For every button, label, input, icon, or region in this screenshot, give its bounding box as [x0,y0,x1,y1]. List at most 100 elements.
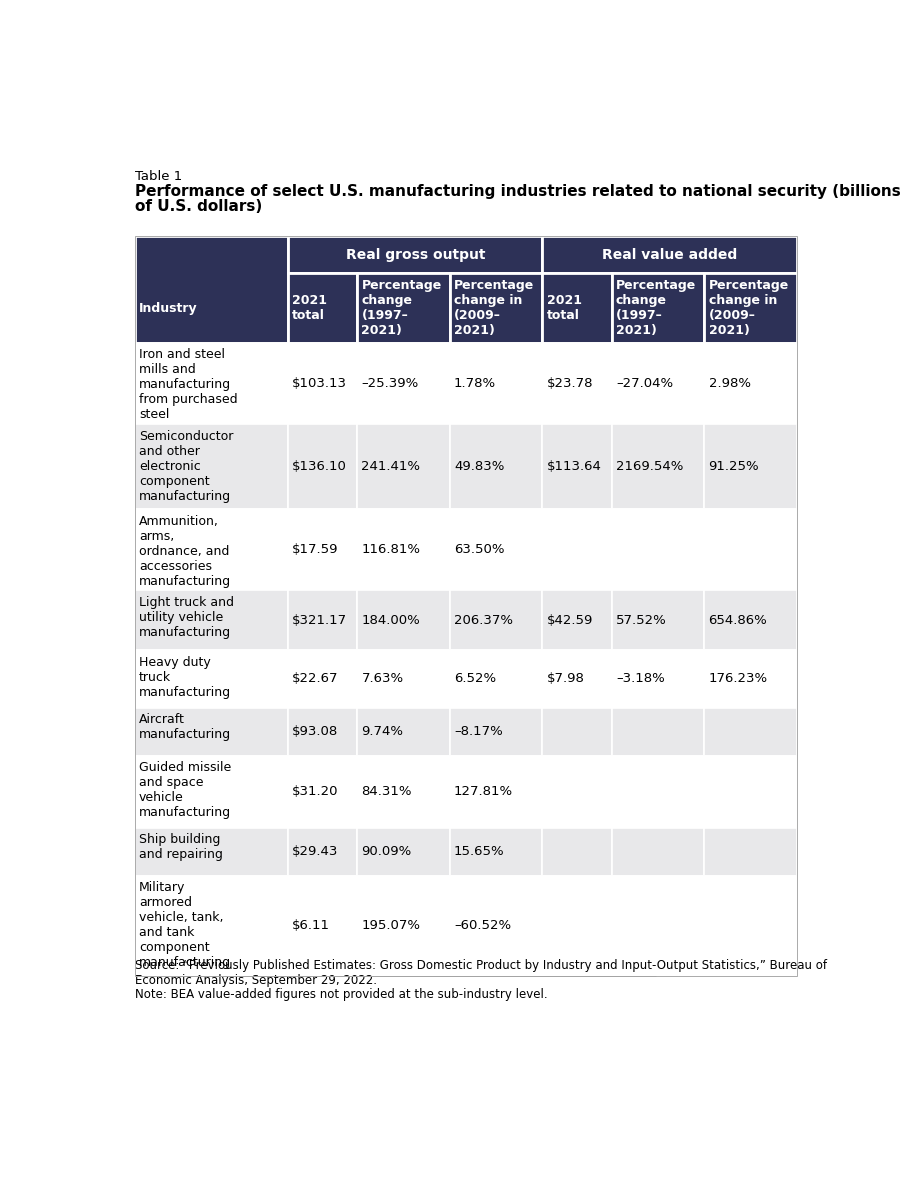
Bar [612,828,704,876]
Bar [543,590,612,650]
Text: $31.20: $31.20 [292,785,339,798]
Text: Table 1: Table 1 [135,170,182,182]
Bar [612,756,704,828]
Bar [450,509,543,590]
Bar [135,650,288,708]
Bar [288,828,357,876]
Bar [612,650,704,708]
Bar [450,876,543,976]
Bar [543,343,612,424]
Bar [357,274,450,343]
Bar [135,236,797,976]
Text: –25.39%: –25.39% [362,377,419,390]
Text: Performance of select U.S. manufacturing industries related to national security: Performance of select U.S. manufacturing… [135,184,901,199]
Text: Semiconductor
and other
electronic
component
manufacturing: Semiconductor and other electronic compo… [139,430,234,503]
Text: $113.64: $113.64 [546,460,602,473]
Bar [704,828,797,876]
Bar [135,756,288,828]
Text: $29.43: $29.43 [292,845,339,858]
Text: 116.81%: 116.81% [362,544,420,556]
Text: 127.81%: 127.81% [454,785,514,798]
Bar [543,708,612,756]
Bar [288,876,357,976]
Bar [450,424,543,509]
Text: 91.25%: 91.25% [708,460,759,473]
Text: 654.86%: 654.86% [708,614,767,626]
Bar [288,650,357,708]
Text: $136.10: $136.10 [292,460,347,473]
Text: Ammunition,
arms,
ordnance, and
accessories
manufacturing: Ammunition, arms, ordnance, and accessor… [139,515,231,588]
Text: –3.18%: –3.18% [616,672,664,685]
Text: Percentage
change
(1997–
2021): Percentage change (1997– 2021) [616,280,696,337]
Bar [357,424,450,509]
Bar [612,274,704,343]
Bar [612,343,704,424]
Bar [135,828,288,876]
Bar [357,876,450,976]
Bar [135,590,288,650]
Text: $42.59: $42.59 [546,614,593,626]
Text: Industry: Industry [139,301,197,314]
Bar [450,274,543,343]
Bar [135,708,288,756]
Text: 184.00%: 184.00% [362,614,420,626]
Text: $93.08: $93.08 [292,725,338,738]
Text: 2169.54%: 2169.54% [616,460,684,473]
Text: 15.65%: 15.65% [454,845,504,858]
Text: 49.83%: 49.83% [454,460,504,473]
Text: 2.98%: 2.98% [708,377,751,390]
Bar [357,708,450,756]
Text: 7.63%: 7.63% [362,672,404,685]
Text: –8.17%: –8.17% [454,725,503,738]
Bar [135,509,288,590]
Text: Heavy duty
truck
manufacturing: Heavy duty truck manufacturing [139,656,231,698]
Text: Guided missile
and space
vehicle
manufacturing: Guided missile and space vehicle manufac… [139,761,231,820]
Text: $103.13: $103.13 [292,377,347,390]
Bar [543,876,612,976]
Text: 195.07%: 195.07% [362,919,420,932]
Bar [450,650,543,708]
Text: 176.23%: 176.23% [708,672,768,685]
Text: Light truck and
utility vehicle
manufacturing: Light truck and utility vehicle manufact… [139,596,234,638]
Bar [135,343,288,424]
Bar [612,509,704,590]
Text: Note: BEA value-added figures not provided at the sub-industry level.: Note: BEA value-added figures not provid… [135,989,547,1002]
Bar [450,756,543,828]
Text: Source: “Previously Published Estimates: Gross Domestic Product by Industry and : Source: “Previously Published Estimates:… [135,959,827,972]
Bar [543,424,612,509]
Text: $6.11: $6.11 [292,919,330,932]
Bar [288,343,357,424]
Text: Percentage
change in
(2009–
2021): Percentage change in (2009– 2021) [708,280,789,337]
Text: Aircraft
manufacturing: Aircraft manufacturing [139,713,231,742]
Bar [704,343,797,424]
Text: $17.59: $17.59 [292,544,339,556]
Bar [704,424,797,509]
Text: 9.74%: 9.74% [362,725,404,738]
Bar [543,274,612,343]
Bar [450,343,543,424]
Bar [704,650,797,708]
Text: –60.52%: –60.52% [454,919,511,932]
Bar [357,650,450,708]
Text: Military
armored
vehicle, tank,
and tank
component
manufacturing: Military armored vehicle, tank, and tank… [139,881,231,970]
Text: $22.67: $22.67 [292,672,339,685]
Bar [704,509,797,590]
Bar [288,424,357,509]
Bar [704,876,797,976]
Text: of U.S. dollars): of U.S. dollars) [135,199,262,215]
Text: Percentage
change
(1997–
2021): Percentage change (1997– 2021) [362,280,442,337]
Text: 90.09%: 90.09% [362,845,412,858]
Bar [288,236,543,274]
Bar [612,424,704,509]
Bar [357,509,450,590]
Bar [612,590,704,650]
Bar [450,590,543,650]
Bar [450,828,543,876]
Bar [543,236,797,274]
Text: 57.52%: 57.52% [616,614,666,626]
Text: Economic Analysis, September 29, 2022.: Economic Analysis, September 29, 2022. [135,973,376,986]
Text: 1.78%: 1.78% [454,377,496,390]
Bar [357,343,450,424]
Bar [704,590,797,650]
Bar [288,590,357,650]
